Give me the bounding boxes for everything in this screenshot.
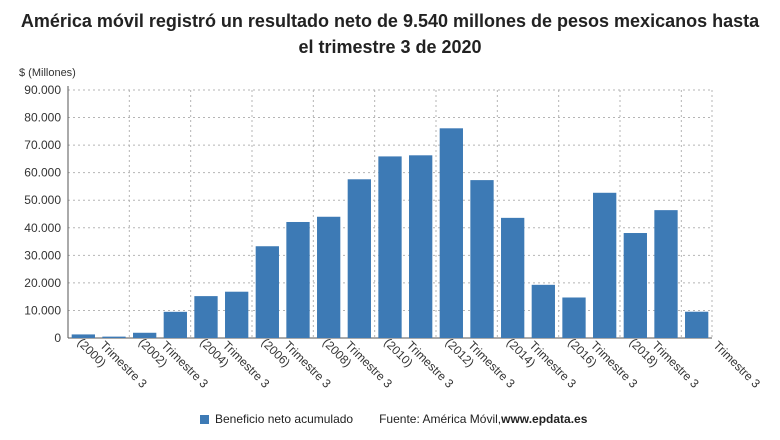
x-tick-label-line-1: Trimestre 3: [711, 338, 764, 391]
y-tick-label: 60.000: [24, 166, 61, 180]
bar: [623, 233, 647, 338]
legend: Beneficio neto acumulado Fuente: América…: [200, 412, 587, 426]
y-tick-label: 20.000: [24, 276, 61, 290]
x-tick-label-line-1: Trimestre 3: [649, 338, 702, 391]
y-tick-label: 0: [54, 331, 61, 345]
y-tick-label: 30.000: [24, 248, 61, 262]
bar: [409, 155, 433, 338]
bar: [102, 336, 126, 338]
x-tick-label: Trimestre 3: [711, 338, 764, 391]
bar: [317, 216, 341, 338]
bar: [685, 311, 709, 338]
bar: [439, 128, 463, 338]
bar: [194, 296, 218, 338]
bar: [133, 332, 157, 338]
bar: [378, 156, 402, 338]
y-tick-label: 10.000: [24, 303, 61, 317]
chart-title-line-2: el trimestre 3 de 2020: [298, 37, 482, 57]
bar: [501, 217, 525, 338]
y-tick-label: 80.000: [24, 111, 61, 125]
y-tick-label: 50.000: [24, 193, 61, 207]
y-tick-label: 90.000: [24, 83, 61, 97]
chart-title-line-1: América móvil registró un resultado neto…: [20, 11, 760, 31]
legend-swatch: [200, 414, 209, 424]
bar: [654, 210, 678, 338]
bar: [562, 297, 586, 338]
bar: [593, 192, 617, 338]
legend-source-prefix: Fuente: América Móvil,: [379, 412, 502, 426]
chart-title: América móvil registró un resultado neto…: [0, 8, 780, 60]
bar: [470, 180, 494, 338]
bar: [71, 334, 95, 338]
bar: [286, 221, 310, 338]
bar: [347, 179, 371, 338]
y-axis-unit-label: $ (Millones): [19, 67, 76, 79]
bar: [225, 291, 249, 338]
bar: [255, 246, 279, 338]
y-tick-label: 40.000: [24, 221, 61, 235]
legend-series-label: Beneficio neto acumulado: [215, 412, 354, 426]
bar: [163, 311, 187, 338]
legend-source-site: www.epdata.es: [501, 412, 588, 426]
bar: [531, 284, 555, 338]
y-tick-label: 70.000: [24, 138, 61, 152]
